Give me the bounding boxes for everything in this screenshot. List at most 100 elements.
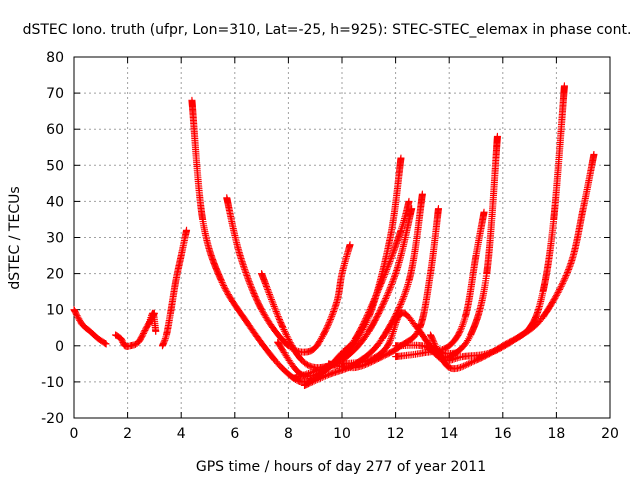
data-point <box>561 275 569 283</box>
data-point <box>380 272 388 280</box>
data-point <box>367 304 375 312</box>
data-point <box>248 284 256 292</box>
data-point <box>318 373 326 381</box>
data-point <box>556 285 564 293</box>
data-point <box>430 339 438 347</box>
y-tick-label: -10 <box>41 375 64 391</box>
data-point <box>275 316 283 324</box>
data-point <box>559 279 567 287</box>
data-point <box>249 288 257 296</box>
data-point <box>102 340 110 348</box>
data-point <box>370 296 378 304</box>
data-point <box>373 288 381 296</box>
data-point <box>327 314 335 322</box>
data-point <box>386 336 394 344</box>
data-point <box>430 338 438 346</box>
data-point <box>392 320 400 328</box>
data-point <box>308 368 316 376</box>
data-point <box>405 197 413 205</box>
data-point <box>389 250 397 258</box>
data-point <box>565 265 573 273</box>
x-tick-label: 12 <box>387 426 405 442</box>
data-point <box>381 270 389 278</box>
data-point <box>379 301 387 309</box>
data-point <box>325 319 333 327</box>
data-point <box>559 278 567 286</box>
data-point <box>285 336 293 344</box>
y-tick-label: 20 <box>46 267 64 283</box>
data-point <box>310 368 318 376</box>
data-point <box>272 306 280 314</box>
data-point <box>380 298 388 306</box>
data-point <box>400 291 408 299</box>
data-point <box>324 320 332 328</box>
data-point <box>552 291 560 299</box>
data-point <box>388 279 396 287</box>
data-point <box>330 308 338 316</box>
x-tick-label: 10 <box>333 426 351 442</box>
data-point <box>272 308 280 316</box>
data-point <box>380 274 388 282</box>
data-point <box>160 338 168 346</box>
data-point <box>403 284 411 292</box>
data-point <box>275 314 283 322</box>
data-point <box>560 82 568 90</box>
data-point <box>388 253 396 261</box>
data-point <box>432 343 440 351</box>
data-point <box>218 278 226 286</box>
data-point <box>555 287 563 295</box>
data-point <box>493 132 501 140</box>
data-point <box>330 306 338 314</box>
data-point <box>305 369 313 377</box>
data-point <box>382 293 390 301</box>
data-point <box>385 259 393 267</box>
data-point <box>399 296 407 304</box>
data-point <box>397 300 405 308</box>
data-track-8 <box>274 197 413 380</box>
data-point <box>306 369 314 377</box>
data-point <box>220 282 228 290</box>
y-tick-label: 70 <box>46 86 64 102</box>
x-tick-label: 2 <box>123 426 132 442</box>
data-point <box>74 313 82 321</box>
data-point <box>217 277 225 285</box>
x-tick-label: 6 <box>230 426 239 442</box>
data-point <box>552 293 560 301</box>
data-point <box>243 272 251 280</box>
data-point <box>434 205 442 213</box>
data-point <box>364 310 372 318</box>
data-point <box>378 302 386 310</box>
data-point <box>374 287 382 295</box>
data-point <box>138 332 146 340</box>
x-tick-label: 0 <box>70 426 79 442</box>
data-point <box>266 292 274 300</box>
data-point <box>377 304 385 312</box>
data-point <box>244 275 252 283</box>
y-axis-label: dSTEC / TECUs <box>7 186 23 289</box>
data-markers <box>70 82 598 390</box>
data-point <box>265 289 273 297</box>
data-point <box>554 288 562 296</box>
y-tick-label: 50 <box>46 158 64 174</box>
data-point <box>391 322 399 330</box>
data-point <box>383 264 391 272</box>
data-point <box>467 358 475 366</box>
data-point <box>457 363 465 371</box>
data-point <box>455 329 463 337</box>
data-point <box>267 294 275 302</box>
data-point <box>433 344 441 352</box>
data-point <box>563 270 571 278</box>
y-tick-label: -20 <box>41 411 64 427</box>
data-point <box>463 361 471 369</box>
y-tick-label: 60 <box>46 122 64 138</box>
data-point <box>317 374 325 382</box>
data-track-4 <box>158 226 191 350</box>
data-point <box>392 318 400 326</box>
data-point <box>387 335 395 343</box>
data-point <box>383 266 391 274</box>
data-point <box>296 354 304 362</box>
data-point <box>72 310 80 318</box>
data-point <box>316 337 324 345</box>
data-point <box>558 281 566 289</box>
data-track-5 <box>188 96 354 386</box>
